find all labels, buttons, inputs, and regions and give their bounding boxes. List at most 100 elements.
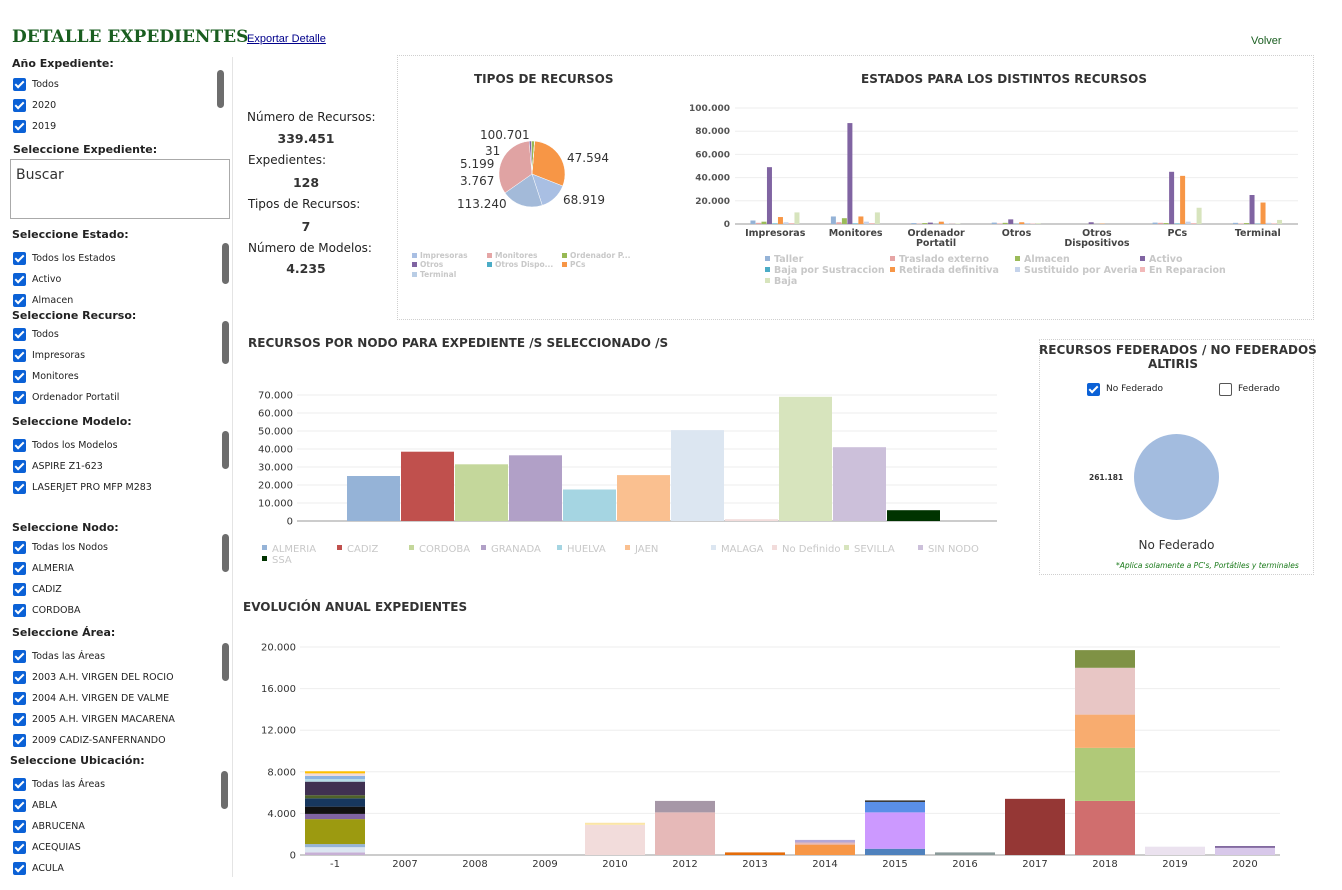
estado-bar (991, 222, 997, 224)
checkbox[interactable] (13, 561, 26, 575)
stack-segment (1005, 798, 1065, 855)
checkbox[interactable] (13, 119, 26, 133)
checkbox[interactable] (13, 251, 26, 265)
modelo-scrollbar[interactable] (222, 431, 229, 469)
recurso-scrollbar[interactable] (222, 321, 229, 364)
pie-value-label: 47.594 (567, 151, 609, 165)
area-scrollbar[interactable] (222, 643, 229, 681)
estado-option[interactable]: Almacen (13, 292, 116, 308)
area-option[interactable]: Todas las Áreas (13, 648, 175, 664)
legend-label: MALAGA (721, 544, 764, 555)
estado-option[interactable]: Activo (13, 271, 116, 287)
estado-bar (772, 223, 778, 224)
nodo-label: Seleccione Nodo: (12, 521, 119, 534)
x-tick-label: 2012 (672, 859, 697, 870)
back-link[interactable]: Volver (1251, 35, 1282, 47)
nodo-scrollbar[interactable] (222, 534, 229, 572)
checkbox[interactable] (13, 798, 26, 812)
estado-option[interactable]: Todos los Estados (13, 250, 116, 266)
x-tick-label: -1 (330, 859, 340, 870)
checkbox[interactable] (13, 649, 26, 663)
estado-bar (777, 217, 783, 224)
checkbox[interactable] (13, 272, 26, 286)
legend-swatch (765, 256, 770, 261)
checkbox[interactable] (13, 369, 26, 383)
checkbox[interactable] (13, 348, 26, 362)
recurso-option[interactable]: Monitores (13, 368, 119, 384)
recurso-option[interactable]: Ordenador Portatil (13, 389, 119, 405)
checkbox[interactable] (13, 390, 26, 404)
area-option[interactable]: 2004 A.H. VIRGEN DE VALME (13, 690, 175, 706)
nodo-option[interactable]: Todas los Nodos (13, 539, 108, 555)
checkbox[interactable] (13, 777, 26, 791)
ubicacion-option[interactable]: ACULA (13, 860, 105, 876)
modelo-option[interactable]: ASPIRE Z1-623 (13, 458, 152, 474)
estado-bar (1244, 223, 1250, 224)
checkbox[interactable] (13, 712, 26, 726)
checkbox[interactable] (13, 459, 26, 473)
checkbox[interactable] (13, 670, 26, 684)
export-link[interactable]: Exportar Detalle (247, 33, 326, 45)
recurso-option[interactable]: Impresoras (13, 347, 119, 363)
checkbox[interactable] (13, 861, 26, 875)
checkbox[interactable] (13, 603, 26, 617)
pie-value-label: 113.240 (457, 197, 507, 211)
checkbox[interactable] (13, 77, 26, 91)
legend-label: Activo (1149, 254, 1183, 265)
no-federado-toggle[interactable]: No Federado (1087, 381, 1163, 397)
pie-value-label: 3.767 (460, 174, 494, 188)
checkbox[interactable] (13, 691, 26, 705)
ubicacion-scrollbar[interactable] (221, 771, 228, 809)
anio-option[interactable]: 2020 (13, 97, 59, 113)
estado-bar (852, 223, 858, 224)
nodo-bar (779, 396, 832, 521)
filter-sidebar: DETALLE EXPEDIENTES Año Expediente: Todo… (0, 0, 248, 890)
ubicacion-option[interactable]: ABRUCENA (13, 818, 105, 834)
estado-bar (1163, 223, 1169, 224)
tipos-value: 7 (301, 219, 311, 234)
x-tick-label: 2016 (952, 859, 977, 870)
checkbox[interactable] (13, 582, 26, 596)
checkbox[interactable] (13, 819, 26, 833)
checkbox[interactable] (13, 98, 26, 112)
ubicacion-option[interactable]: ABLA (13, 797, 105, 813)
modelo-option[interactable]: Todos los Modelos (13, 437, 152, 453)
ubicacion-option[interactable]: ACEQUIAS (13, 839, 105, 855)
area-option[interactable]: 2009 CADIZ-SANFERNANDO (13, 732, 175, 748)
x-tick-label: Impresoras (745, 228, 806, 239)
estado-bar (1271, 223, 1277, 224)
nodo-option[interactable]: ALMERIA (13, 560, 108, 576)
recurso-option[interactable]: Todos (13, 326, 119, 342)
nodo-option[interactable]: CADIZ (13, 581, 108, 597)
checkbox[interactable] (13, 840, 26, 854)
checkbox[interactable] (13, 438, 26, 452)
anio-option[interactable]: Todos (13, 76, 59, 92)
pie-value-label: 68.919 (563, 193, 605, 207)
stack-segment (585, 822, 645, 825)
stack-segment (795, 842, 855, 845)
area-option[interactable]: 2003 A.H. VIRGEN DEL ROCIO (13, 669, 175, 685)
checkbox[interactable] (1219, 382, 1232, 396)
checkbox[interactable] (13, 480, 26, 494)
y-tick-label: 40.000 (695, 174, 730, 184)
area-option[interactable]: 2005 A.H. VIRGEN MACARENA (13, 711, 175, 727)
checkbox[interactable] (13, 293, 26, 307)
estado-bar (1191, 223, 1197, 224)
expediente-label: Seleccione Expediente: (13, 143, 158, 156)
expediente-search-input[interactable]: Buscar (10, 159, 230, 219)
checkbox[interactable] (13, 733, 26, 747)
estado-scrollbar[interactable] (222, 243, 229, 284)
nodo-option[interactable]: CORDOBA (13, 602, 108, 618)
estado-bar (1196, 207, 1202, 224)
modelo-option[interactable]: LASERJET PRO MFP M283 (13, 479, 152, 495)
y-tick-label: 100.000 (689, 104, 730, 114)
federado-toggle[interactable]: Federado (1219, 381, 1280, 397)
anio-scrollbar[interactable] (217, 70, 224, 108)
anio-option[interactable]: 2019 (13, 118, 59, 134)
checkbox[interactable] (13, 540, 26, 554)
checkbox[interactable] (13, 327, 26, 341)
legend-swatch (562, 262, 567, 267)
checkbox[interactable] (1087, 382, 1100, 396)
y-tick-label: 0 (724, 220, 730, 230)
ubicacion-option[interactable]: Todas las Áreas (13, 776, 105, 792)
